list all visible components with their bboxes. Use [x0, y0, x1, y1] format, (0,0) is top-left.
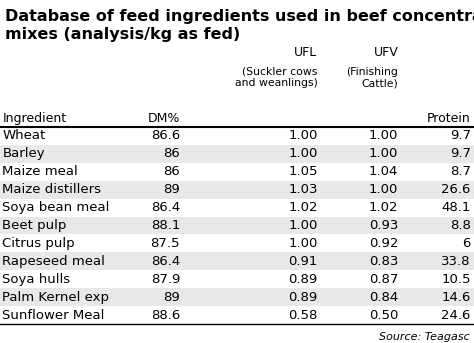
- Text: 14.6: 14.6: [441, 291, 471, 304]
- Text: UFL: UFL: [294, 46, 318, 59]
- Text: (Suckler cows
and weanlings): (Suckler cows and weanlings): [235, 67, 318, 88]
- Text: (Finishing
Cattle): (Finishing Cattle): [346, 67, 398, 88]
- Text: 1.03: 1.03: [288, 183, 318, 196]
- Text: 26.6: 26.6: [441, 183, 471, 196]
- Text: 1.00: 1.00: [288, 237, 318, 250]
- Text: 0.50: 0.50: [369, 309, 398, 322]
- Text: Protein: Protein: [427, 112, 471, 125]
- Text: 48.1: 48.1: [441, 201, 471, 214]
- Text: 1.05: 1.05: [288, 165, 318, 178]
- Text: 1.02: 1.02: [288, 201, 318, 214]
- Text: 8.7: 8.7: [450, 165, 471, 178]
- Text: 0.83: 0.83: [369, 255, 398, 268]
- Text: Soya bean meal: Soya bean meal: [2, 201, 110, 214]
- Text: 87.9: 87.9: [151, 273, 180, 286]
- Text: DM%: DM%: [148, 112, 180, 125]
- Text: Sunflower Meal: Sunflower Meal: [2, 309, 105, 322]
- Text: 87.5: 87.5: [151, 237, 180, 250]
- Bar: [0, 181, 474, 199]
- Text: 0.92: 0.92: [369, 237, 398, 250]
- Text: Maize distillers: Maize distillers: [2, 183, 101, 196]
- Text: 0.89: 0.89: [288, 273, 318, 286]
- Text: 10.5: 10.5: [441, 273, 471, 286]
- Text: 1.00: 1.00: [288, 129, 318, 142]
- Text: 33.8: 33.8: [441, 255, 471, 268]
- Text: 0.89: 0.89: [288, 291, 318, 304]
- Text: 89: 89: [164, 183, 180, 196]
- Text: 0.93: 0.93: [369, 219, 398, 232]
- Text: 0.84: 0.84: [369, 291, 398, 304]
- Text: 9.7: 9.7: [450, 147, 471, 160]
- Text: 1.00: 1.00: [369, 183, 398, 196]
- Text: 0.58: 0.58: [288, 309, 318, 322]
- Text: Palm Kernel exp: Palm Kernel exp: [2, 291, 109, 304]
- Text: 1.02: 1.02: [369, 201, 398, 214]
- Bar: [0, 216, 474, 235]
- Text: 89: 89: [164, 291, 180, 304]
- Text: 86.4: 86.4: [151, 255, 180, 268]
- Text: Source: Teagasc: Source: Teagasc: [379, 332, 469, 342]
- Text: 1.00: 1.00: [288, 147, 318, 160]
- Text: 24.6: 24.6: [441, 309, 471, 322]
- Text: UFV: UFV: [374, 46, 398, 59]
- Text: 1.00: 1.00: [369, 147, 398, 160]
- Text: 0.91: 0.91: [288, 255, 318, 268]
- Bar: [0, 145, 474, 163]
- Text: 8.8: 8.8: [450, 219, 471, 232]
- Text: 86: 86: [164, 165, 180, 178]
- Text: 86.4: 86.4: [151, 201, 180, 214]
- Text: Soya hulls: Soya hulls: [2, 273, 71, 286]
- Text: 1.00: 1.00: [288, 219, 318, 232]
- Text: 88.1: 88.1: [151, 219, 180, 232]
- Text: Barley: Barley: [2, 147, 45, 160]
- Text: 1.04: 1.04: [369, 165, 398, 178]
- Text: 86: 86: [164, 147, 180, 160]
- Text: Maize meal: Maize meal: [2, 165, 78, 178]
- Text: Beet pulp: Beet pulp: [2, 219, 67, 232]
- Text: Rapeseed meal: Rapeseed meal: [2, 255, 105, 268]
- Text: Ingredient: Ingredient: [2, 112, 66, 125]
- Text: 1.00: 1.00: [369, 129, 398, 142]
- Bar: [0, 252, 474, 270]
- Text: Citrus pulp: Citrus pulp: [2, 237, 75, 250]
- Text: 86.6: 86.6: [151, 129, 180, 142]
- Text: 6: 6: [462, 237, 471, 250]
- Text: Wheat: Wheat: [2, 129, 46, 142]
- Text: 9.7: 9.7: [450, 129, 471, 142]
- Bar: [0, 288, 474, 306]
- Text: 88.6: 88.6: [151, 309, 180, 322]
- Text: 0.87: 0.87: [369, 273, 398, 286]
- Text: Database of feed ingredients used in beef concentrate
mixes (analysis/kg as fed): Database of feed ingredients used in bee…: [5, 9, 474, 42]
